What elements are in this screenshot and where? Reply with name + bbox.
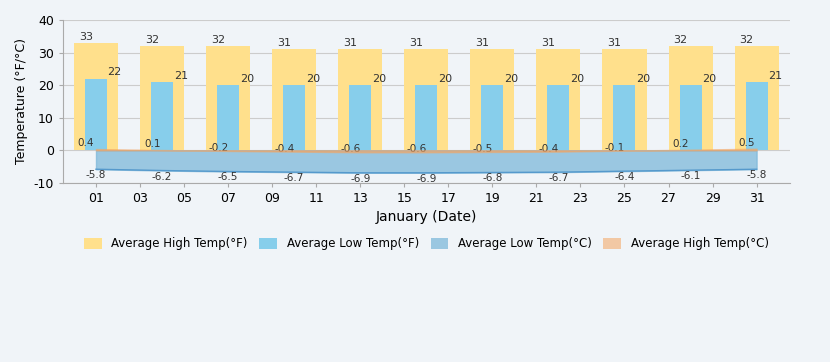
Bar	[206, 46, 250, 150]
Bar	[471, 49, 515, 150]
Text: -5.8: -5.8	[85, 170, 106, 180]
Text: 32: 32	[674, 35, 688, 45]
X-axis label: January (Date): January (Date)	[376, 210, 477, 224]
Text: 21: 21	[769, 71, 783, 81]
Text: 20: 20	[305, 74, 320, 84]
Bar	[404, 49, 448, 150]
Bar	[85, 79, 107, 150]
Text: -0.5: -0.5	[472, 144, 492, 154]
Legend: Average High Temp(°F), Average Low Temp(°F), Average Low Temp(°C), Average High : Average High Temp(°F), Average Low Temp(…	[80, 233, 774, 255]
Text: -6.7: -6.7	[549, 173, 569, 183]
Bar	[217, 85, 239, 150]
Text: -0.6: -0.6	[406, 144, 427, 154]
Bar	[74, 43, 118, 150]
Text: 0.4: 0.4	[78, 138, 95, 148]
Text: -5.8: -5.8	[746, 170, 767, 180]
Text: -6.4: -6.4	[614, 172, 635, 182]
Text: 21: 21	[173, 71, 188, 81]
Text: 32: 32	[145, 35, 159, 45]
Text: 31: 31	[344, 38, 358, 48]
Text: 32: 32	[740, 35, 754, 45]
Bar	[548, 85, 569, 150]
Bar	[283, 85, 305, 150]
Bar	[140, 46, 184, 150]
Bar	[415, 85, 437, 150]
Text: 31: 31	[476, 38, 490, 48]
Bar	[735, 46, 779, 150]
Text: 31: 31	[608, 38, 622, 48]
Bar	[272, 49, 316, 150]
Text: 20: 20	[438, 74, 452, 84]
Text: -0.6: -0.6	[340, 144, 360, 154]
Text: 33: 33	[79, 31, 93, 42]
Text: 0.5: 0.5	[739, 138, 755, 148]
Text: 20: 20	[636, 74, 650, 84]
Text: -0.2: -0.2	[208, 143, 228, 153]
Y-axis label: Temperature (°F/°C): Temperature (°F/°C)	[15, 38, 28, 164]
Bar	[349, 85, 371, 150]
Text: 0.1: 0.1	[144, 139, 160, 149]
Bar	[603, 49, 647, 150]
Bar	[536, 49, 580, 150]
Bar	[680, 85, 701, 150]
Text: 22: 22	[108, 67, 122, 77]
Bar	[745, 82, 768, 150]
Bar	[613, 85, 636, 150]
Text: -6.2: -6.2	[152, 172, 173, 181]
Text: -6.9: -6.9	[350, 174, 370, 184]
Text: -0.4: -0.4	[274, 144, 295, 153]
Text: -6.1: -6.1	[681, 171, 701, 181]
Bar	[338, 49, 383, 150]
Text: -6.5: -6.5	[218, 172, 238, 182]
Text: 20: 20	[240, 74, 254, 84]
Bar	[151, 82, 173, 150]
Text: -6.7: -6.7	[284, 173, 305, 183]
Text: 20: 20	[702, 74, 716, 84]
Text: -6.9: -6.9	[416, 174, 437, 184]
Text: 31: 31	[277, 38, 291, 48]
Text: -6.8: -6.8	[482, 173, 502, 184]
Text: 20: 20	[570, 74, 584, 84]
Text: 31: 31	[409, 38, 423, 48]
Text: 20: 20	[372, 74, 386, 84]
Text: 20: 20	[504, 74, 518, 84]
Bar	[481, 85, 503, 150]
Text: 0.2: 0.2	[672, 139, 689, 149]
Text: 31: 31	[541, 38, 555, 48]
Text: 32: 32	[211, 35, 225, 45]
Bar	[668, 46, 713, 150]
Text: -0.4: -0.4	[539, 144, 559, 153]
Text: -0.1: -0.1	[604, 143, 625, 153]
